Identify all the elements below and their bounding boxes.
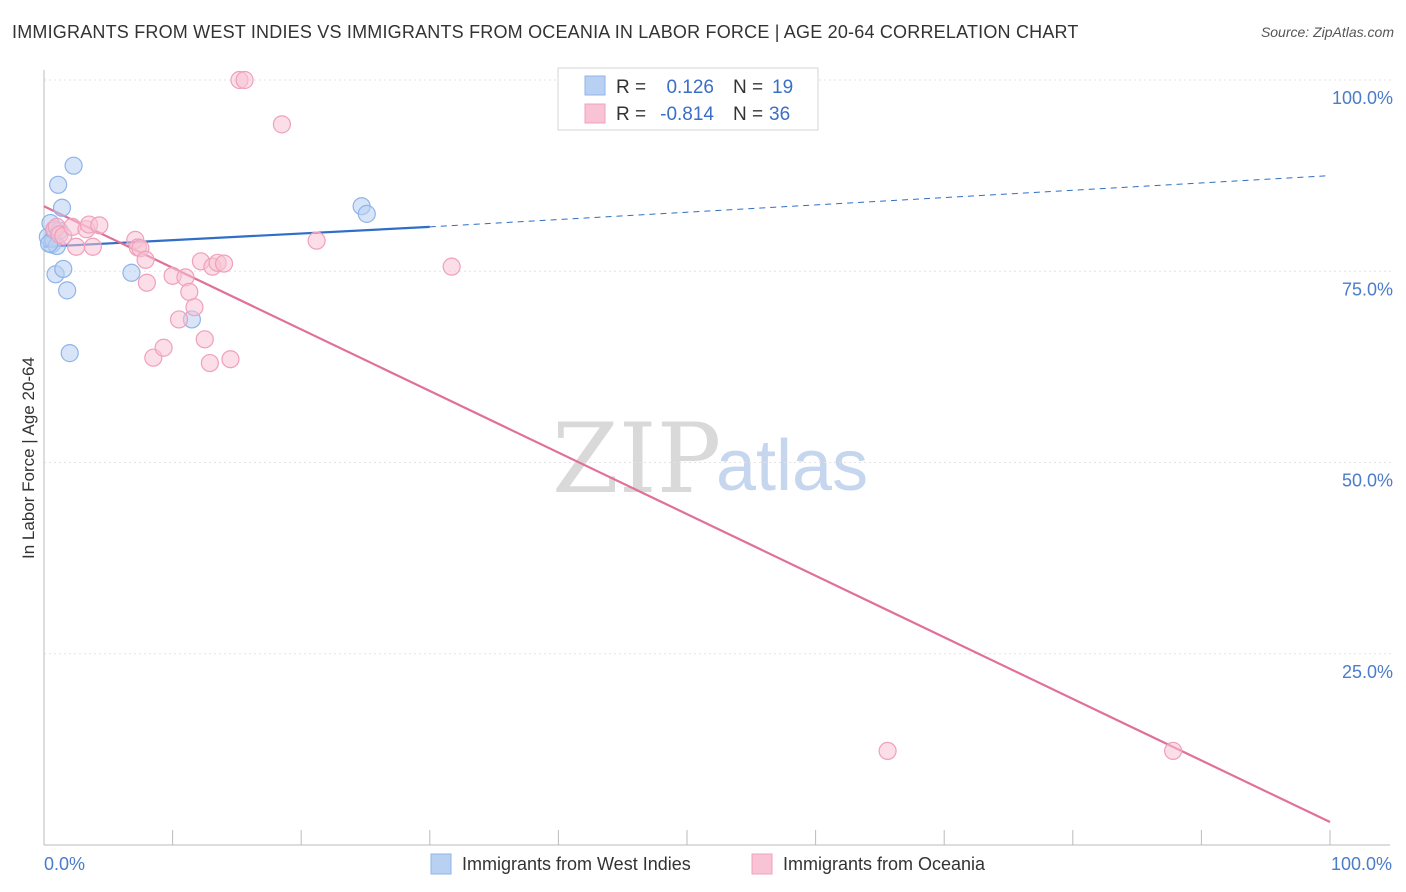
point-series-0 xyxy=(64,156,83,175)
point-series-1 xyxy=(169,310,189,329)
y-tick-label: 75.0% xyxy=(1342,279,1393,299)
point-series-1 xyxy=(272,115,292,134)
point-series-1 xyxy=(67,237,86,256)
point-series-0 xyxy=(357,204,376,223)
point-series-1 xyxy=(154,338,173,357)
point-series-1 xyxy=(214,254,234,273)
y-tick-label: 100.0% xyxy=(1332,88,1393,108)
legend-swatch-west-indies xyxy=(584,75,606,96)
legend-n-label-1: N = xyxy=(733,77,763,98)
point-series-1 xyxy=(307,231,326,250)
chart-title: IMMIGRANTS FROM WEST INDIES VS IMMIGRANT… xyxy=(12,22,1079,42)
point-series-1 xyxy=(235,70,254,90)
point-series-1 xyxy=(136,250,155,269)
point-series-1 xyxy=(1164,741,1183,761)
point-series-0 xyxy=(54,259,73,279)
point-series-1 xyxy=(442,257,461,276)
point-series-1 xyxy=(185,298,204,317)
y-tick-label: 50.0% xyxy=(1342,471,1393,491)
legend-r-value-2: -0.814 xyxy=(660,104,714,125)
point-series-1 xyxy=(878,741,897,761)
x-tick-label-min: 0.0% xyxy=(44,854,85,874)
series-legend-swatch-oceania xyxy=(751,853,773,875)
point-series-1 xyxy=(83,237,102,256)
point-series-0 xyxy=(49,175,68,194)
point-series-0 xyxy=(122,263,141,282)
stats-legend: R = 0.126 N = 19 R = -0.814 N = 36 xyxy=(557,67,819,131)
point-series-1 xyxy=(200,353,219,373)
point-series-1 xyxy=(195,330,214,349)
gridlines xyxy=(44,79,1392,655)
point-series-0 xyxy=(52,198,72,217)
point-series-1 xyxy=(221,350,240,369)
series-legend-label-west-indies: Immigrants from West Indies xyxy=(462,854,691,874)
series-legend-swatch-west-indies xyxy=(430,853,452,875)
legend-r-value-1: 0.126 xyxy=(666,77,714,98)
x-ticks xyxy=(43,830,1331,845)
legend-n-label-2: N = xyxy=(733,104,763,125)
watermark-zip: ZIP xyxy=(552,403,721,515)
trendline-series-1 xyxy=(43,205,1331,824)
trendlines xyxy=(43,175,1331,824)
point-series-1 xyxy=(90,216,109,235)
legend-swatch-oceania xyxy=(584,103,606,124)
point-series-0 xyxy=(58,281,77,300)
series-legend-label-oceania: Immigrants from Oceania xyxy=(783,854,986,874)
legend-r-label-2: R = xyxy=(616,104,646,125)
point-series-0 xyxy=(60,344,79,363)
watermark-atlas: atlas xyxy=(716,426,868,506)
data-points xyxy=(38,70,1183,761)
series-legend: Immigrants from West Indies Immigrants f… xyxy=(430,853,986,875)
chart-source: Source: ZipAtlas.com xyxy=(1260,24,1394,40)
point-series-1 xyxy=(180,282,199,302)
legend-r-label-1: R = xyxy=(616,77,646,98)
y-tick-labels: 25.0% 50.0% 75.0% 100.0% xyxy=(1332,88,1393,682)
y-axis-title: In Labor Force | Age 20-64 xyxy=(19,357,38,559)
trendline-series-0 xyxy=(43,225,430,248)
point-series-1 xyxy=(137,273,156,292)
trendline-extension-series-0 xyxy=(429,175,1331,228)
legend-n-value-2: 36 xyxy=(769,104,790,125)
y-tick-label: 25.0% xyxy=(1342,662,1393,682)
axes xyxy=(43,70,1390,846)
legend-n-value-1: 19 xyxy=(772,77,793,98)
x-tick-label-max: 100.0% xyxy=(1331,854,1392,874)
